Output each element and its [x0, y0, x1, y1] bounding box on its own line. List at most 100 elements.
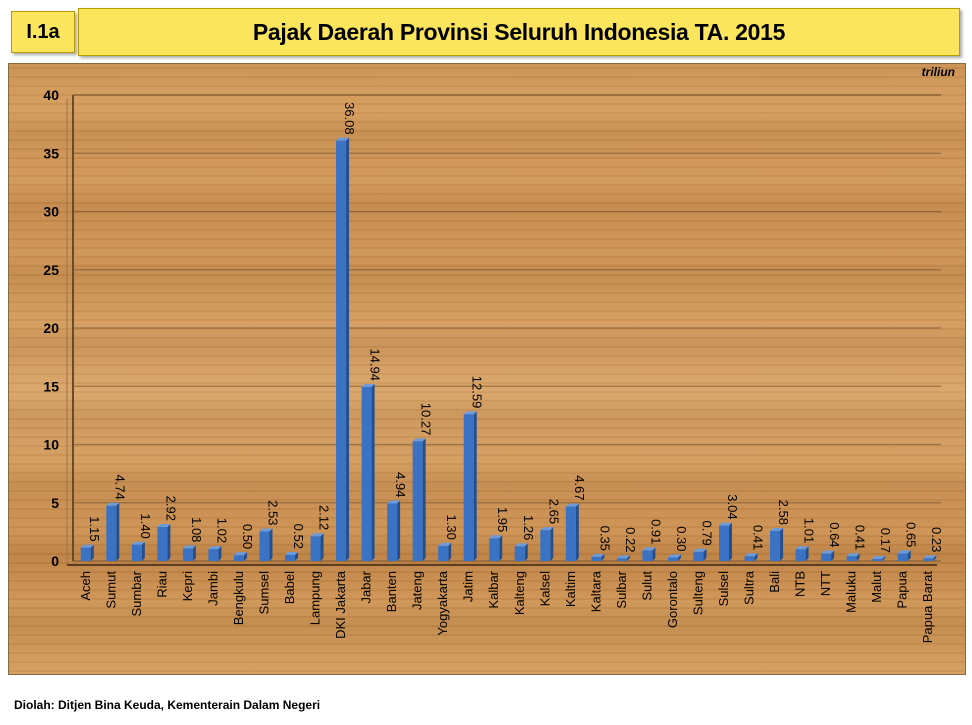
bar-sulbar [616, 558, 627, 561]
value-label: 1.08 [189, 517, 204, 542]
y-tick-label: 20 [43, 320, 59, 336]
value-label: 4.67 [572, 475, 587, 500]
bar-kalbar [489, 538, 500, 561]
bar-top [616, 555, 630, 559]
y-tick-label: 0 [51, 553, 59, 569]
bar-papua [897, 553, 908, 561]
bar-papua-barat [923, 558, 934, 561]
value-label: 0.41 [751, 525, 766, 550]
value-label: 4.74 [112, 474, 127, 499]
bar-top [259, 528, 273, 532]
bar-side [780, 527, 784, 561]
bar-top [897, 550, 911, 554]
bar-top [565, 503, 579, 507]
bar-side [601, 553, 605, 561]
bar-top [719, 522, 732, 526]
bar-side [882, 556, 886, 561]
bar-kepri [182, 548, 193, 561]
header: I.1a Pajak Daerah Provinsi Seluruh Indon… [0, 0, 972, 62]
bar-side [907, 550, 911, 561]
bar-ntb [795, 549, 806, 561]
bar-side [473, 411, 477, 561]
bar-side [320, 533, 324, 561]
bar-top [182, 545, 196, 549]
category-label: Sumsel [256, 571, 271, 614]
bar-yogyakarta [438, 545, 449, 561]
value-label: 0.35 [597, 526, 612, 551]
bar-bali [770, 530, 781, 561]
bar-side [269, 528, 273, 561]
category-label: Bengkulu [231, 571, 246, 625]
bar-top [540, 527, 554, 531]
value-label: 12.59 [470, 376, 485, 409]
y-tick-labels: 0 5 10 15 20 25 30 35 40 [43, 87, 59, 569]
bar-lampung [310, 536, 321, 561]
bar-side [754, 553, 758, 561]
category-label: Yogyakarta [435, 570, 450, 635]
bar-top [412, 438, 426, 442]
value-label: 1.15 [87, 516, 102, 541]
category-label: Kalbar [486, 570, 501, 608]
value-label: 2.65 [546, 499, 561, 524]
category-label: Papua Barat [920, 571, 935, 644]
value-label: 1.01 [802, 518, 817, 543]
bar-top [514, 543, 528, 547]
value-label: 0.17 [878, 528, 893, 553]
bar-top [846, 553, 860, 557]
bar-side [831, 550, 835, 561]
bar-top [285, 551, 298, 555]
category-label: Aceh [78, 571, 93, 601]
category-label: Bali [767, 571, 782, 593]
bar-top [157, 523, 171, 527]
bar-top [233, 552, 247, 556]
bar-aceh [80, 547, 91, 561]
category-label: NTB [793, 571, 808, 597]
category-label: Babel [282, 571, 297, 604]
y-tick-label: 40 [43, 87, 59, 103]
bar-side [550, 527, 554, 561]
bar-sumbar [131, 544, 142, 561]
bar-kalsel [540, 530, 551, 561]
bar-side [397, 500, 401, 561]
bar-side [652, 547, 656, 561]
bar-top [693, 548, 707, 552]
bar-sulteng [693, 551, 704, 561]
bar-side [167, 523, 171, 561]
gridlines [73, 94, 941, 504]
value-label: 2.53 [265, 500, 280, 525]
bar-sumsel [259, 531, 270, 561]
category-label: Kepri [180, 571, 195, 601]
y-tick-label: 25 [43, 262, 59, 278]
bar-top [336, 137, 350, 141]
category-label: Sulbar [614, 570, 629, 608]
category-label: Jabar [359, 570, 374, 603]
category-label: Jateng [410, 571, 425, 610]
bar-top [310, 533, 324, 537]
category-label: Maluku [844, 571, 859, 613]
bar-top [591, 553, 605, 557]
chart-area: 0 5 10 15 20 25 30 35 40 1.15 4.74 1.40 2.92 1.08 1.0… [8, 63, 966, 675]
bar-jambi [208, 549, 219, 561]
value-label: 3.04 [725, 494, 740, 519]
y-tick-label: 30 [43, 204, 59, 220]
category-label: Banten [384, 571, 399, 612]
bar-banten [387, 503, 398, 561]
category-label: Jatim [461, 571, 476, 602]
category-label: Riau [154, 571, 169, 598]
category-label: Sulsel [716, 571, 731, 607]
value-label: 0.79 [699, 520, 714, 545]
bar-top [106, 502, 120, 506]
y-tick-label: 5 [51, 495, 59, 511]
axes [66, 94, 941, 566]
bar-side [371, 383, 375, 561]
category-label: Gorontalo [665, 571, 680, 628]
bar-side [626, 555, 630, 561]
value-label: 2.12 [317, 505, 332, 530]
bar-top [821, 550, 835, 554]
category-label: Jambi [205, 571, 220, 606]
category-label: Kaltim [563, 571, 578, 607]
bar-jateng [412, 441, 423, 561]
bar-top [387, 500, 401, 504]
bar-top [80, 544, 94, 548]
value-label: 0.64 [827, 522, 842, 547]
